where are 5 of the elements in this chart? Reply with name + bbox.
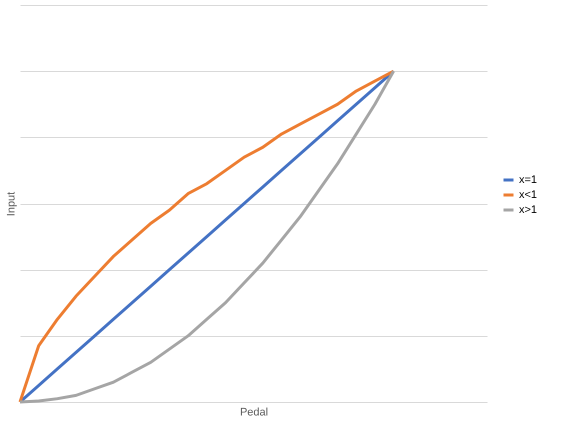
y-axis-title: Input: [6, 192, 18, 216]
legend-label: x>1: [519, 204, 538, 216]
legend-label: x=1: [519, 174, 538, 186]
x-axis-title: Pedal: [240, 406, 268, 418]
legend-label: x<1: [519, 189, 538, 201]
